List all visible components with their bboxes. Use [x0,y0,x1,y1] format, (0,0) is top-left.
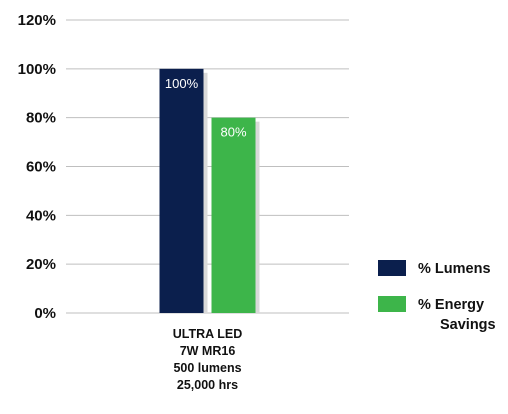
x-tick-label: ULTRA LED 7W MR16 500 lumens 25,000 hrs [173,327,242,392]
data-label: 80% [220,125,246,140]
legend-label: % Energy Savings [418,297,496,333]
y-tick-label: 20% [26,256,56,273]
y-tick-label: 0% [34,305,56,322]
bars: 100% 80% [159,68,260,314]
y-tick-label: 120% [18,12,56,29]
legend-swatch [378,296,406,312]
y-axis: 0% 20% 40% 60% 80% 100% 120% [18,12,56,322]
legend-label: % Lumens [418,261,491,277]
y-tick-label: 40% [26,207,56,224]
data-label: 100% [165,76,199,91]
y-tick-label: 60% [26,159,56,176]
bar [211,117,256,314]
bar [159,68,204,313]
y-tick-label: 100% [18,61,56,78]
x-axis: ULTRA LED 7W MR16 500 lumens 25,000 hrs [173,327,242,392]
legend-swatch [378,260,406,276]
y-tick-label: 80% [26,110,56,127]
legend: % Lumens % Energy Savings [378,260,496,333]
